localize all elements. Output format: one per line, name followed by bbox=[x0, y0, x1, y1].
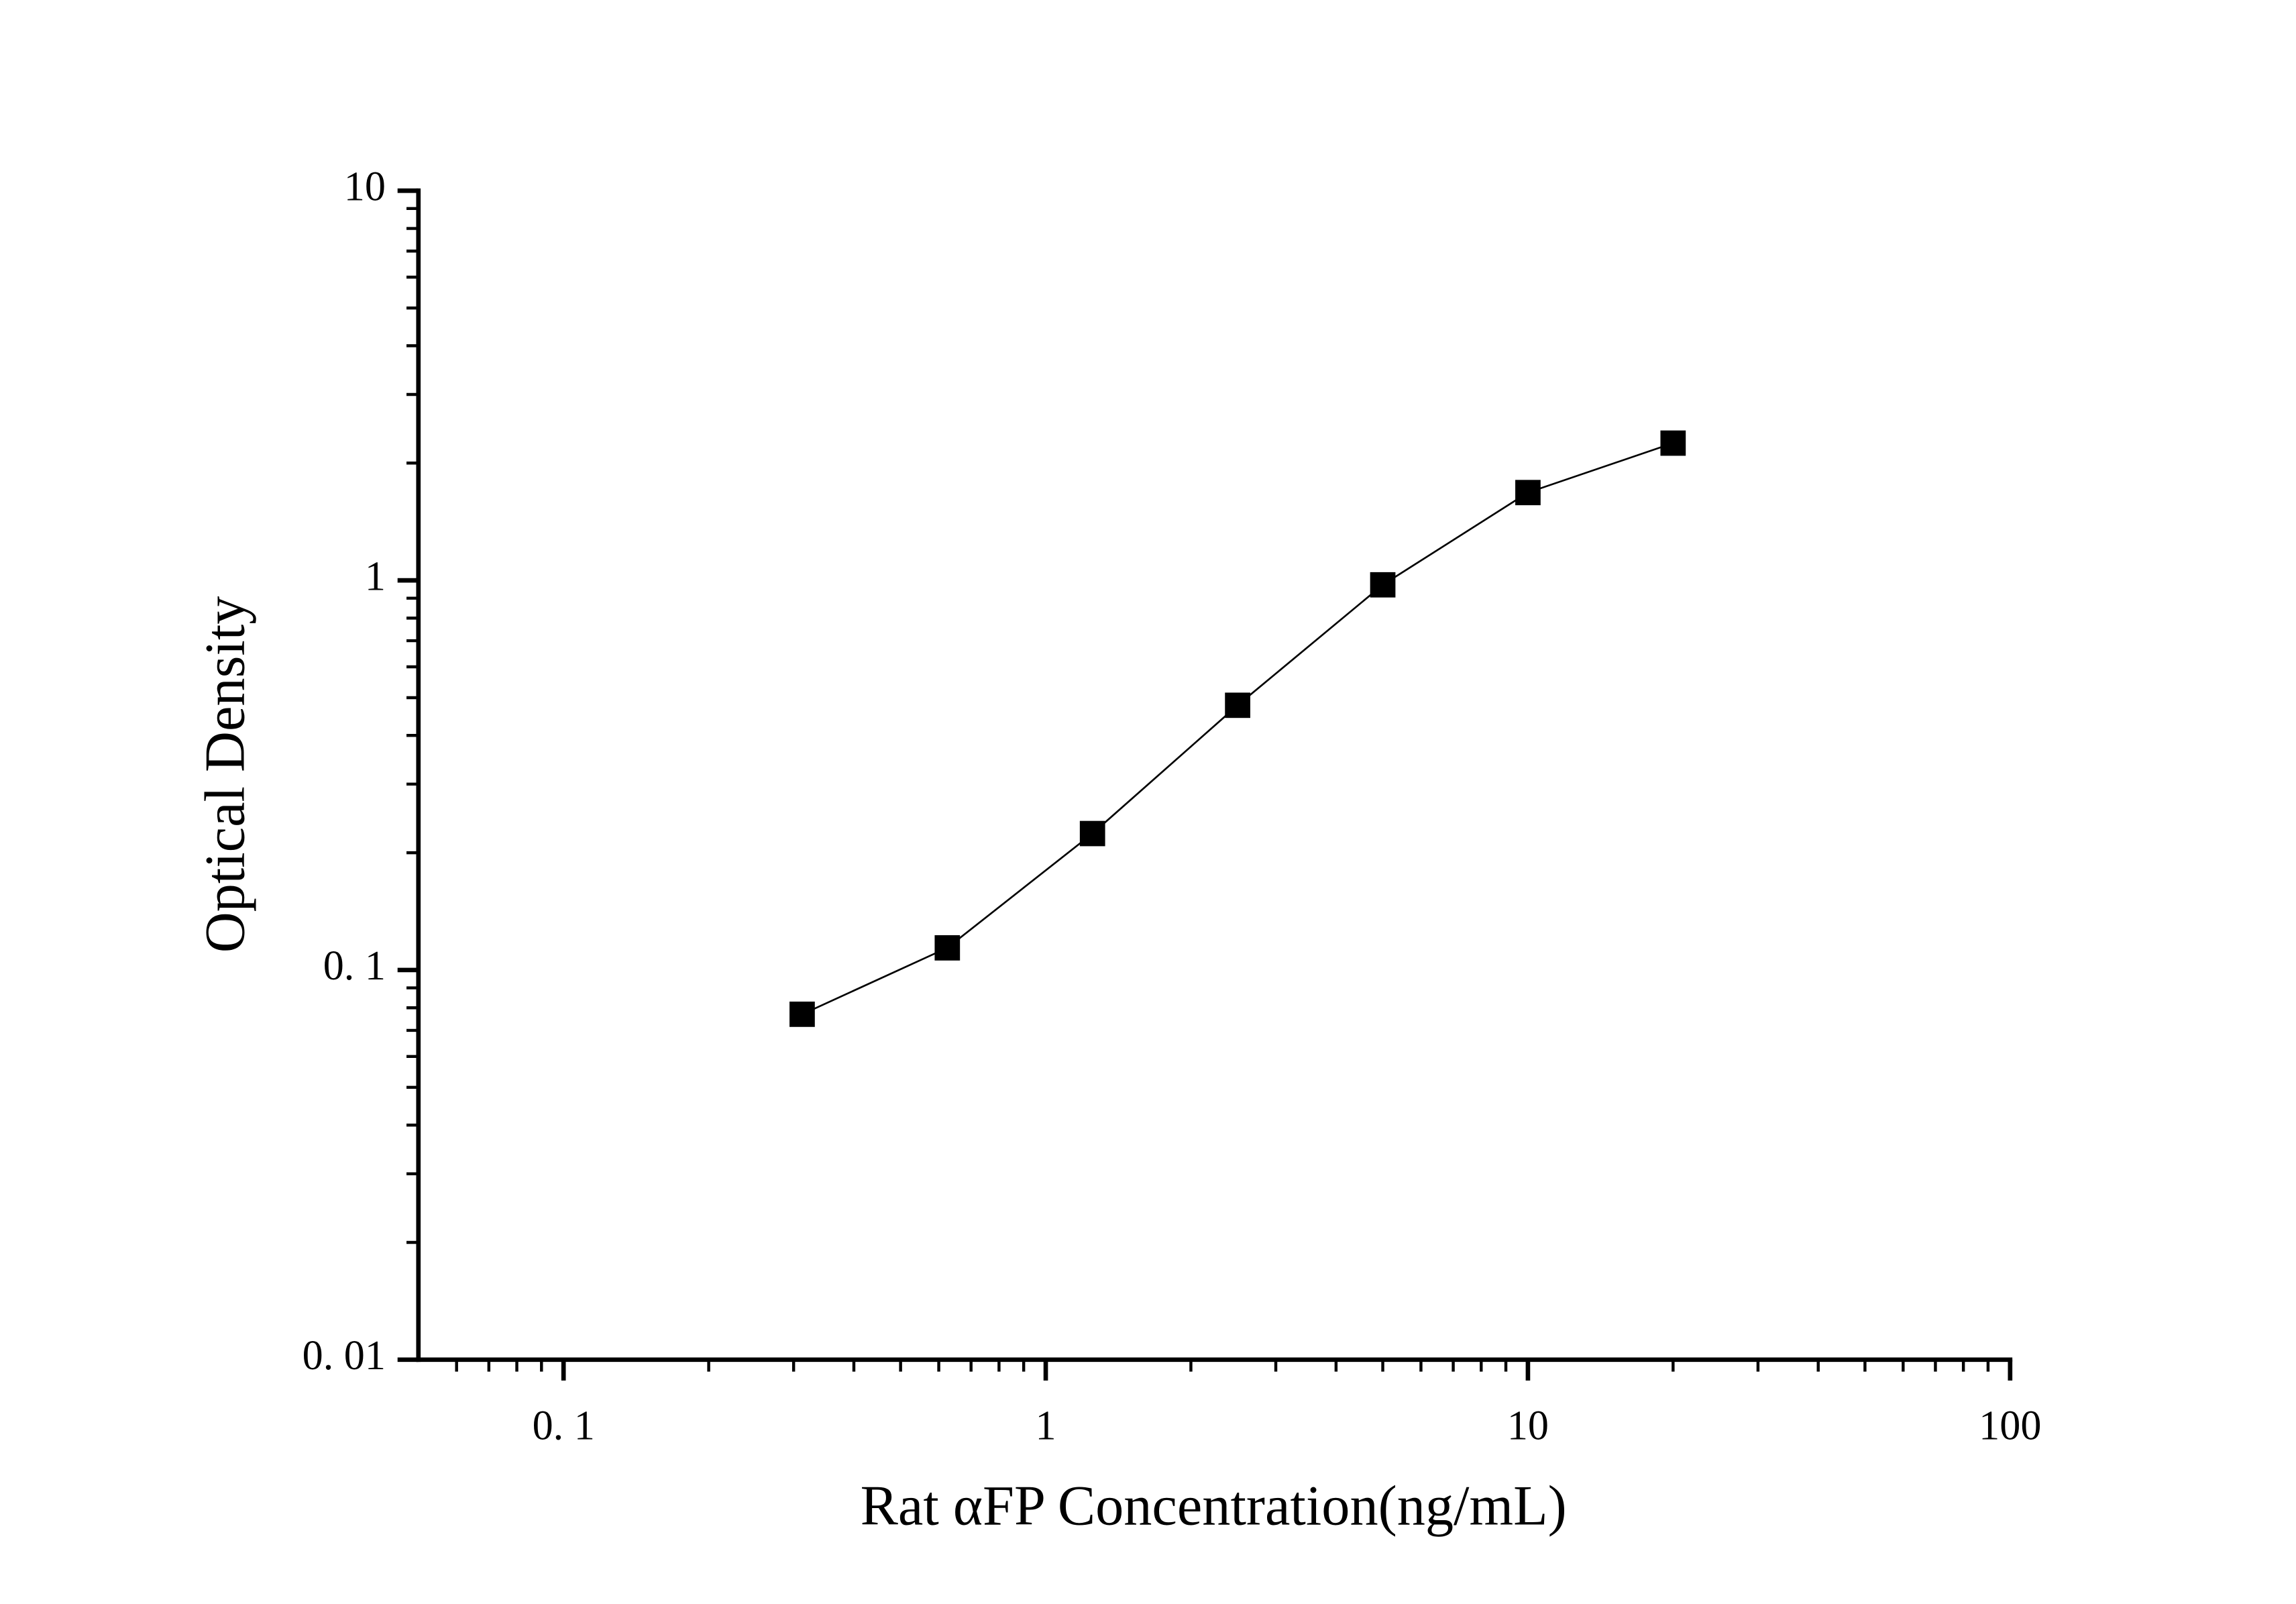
y-tick-label: 10 bbox=[344, 164, 386, 210]
y-tick-label: 0. 01 bbox=[303, 1333, 386, 1379]
data-point bbox=[1079, 820, 1105, 847]
x-tick-label: 100 bbox=[1979, 1403, 2041, 1448]
data-point bbox=[1370, 572, 1396, 598]
x-tick-label: 0. 1 bbox=[533, 1403, 595, 1448]
x-tick-label: 10 bbox=[1507, 1403, 1549, 1448]
y-axis-title: Optical Density bbox=[194, 596, 256, 953]
data-point bbox=[934, 935, 961, 961]
y-tick-label: 1 bbox=[365, 553, 386, 599]
data-point bbox=[1660, 430, 1686, 456]
data-point bbox=[789, 1002, 815, 1027]
x-axis-title: Rat αFP Concentration(ng/mL) bbox=[861, 1475, 1567, 1538]
data-point bbox=[1515, 480, 1541, 506]
data-point bbox=[1225, 692, 1250, 718]
series-line bbox=[802, 442, 1674, 1016]
y-tick-label: 0. 1 bbox=[323, 943, 386, 989]
x-tick-label: 1 bbox=[1036, 1403, 1056, 1448]
